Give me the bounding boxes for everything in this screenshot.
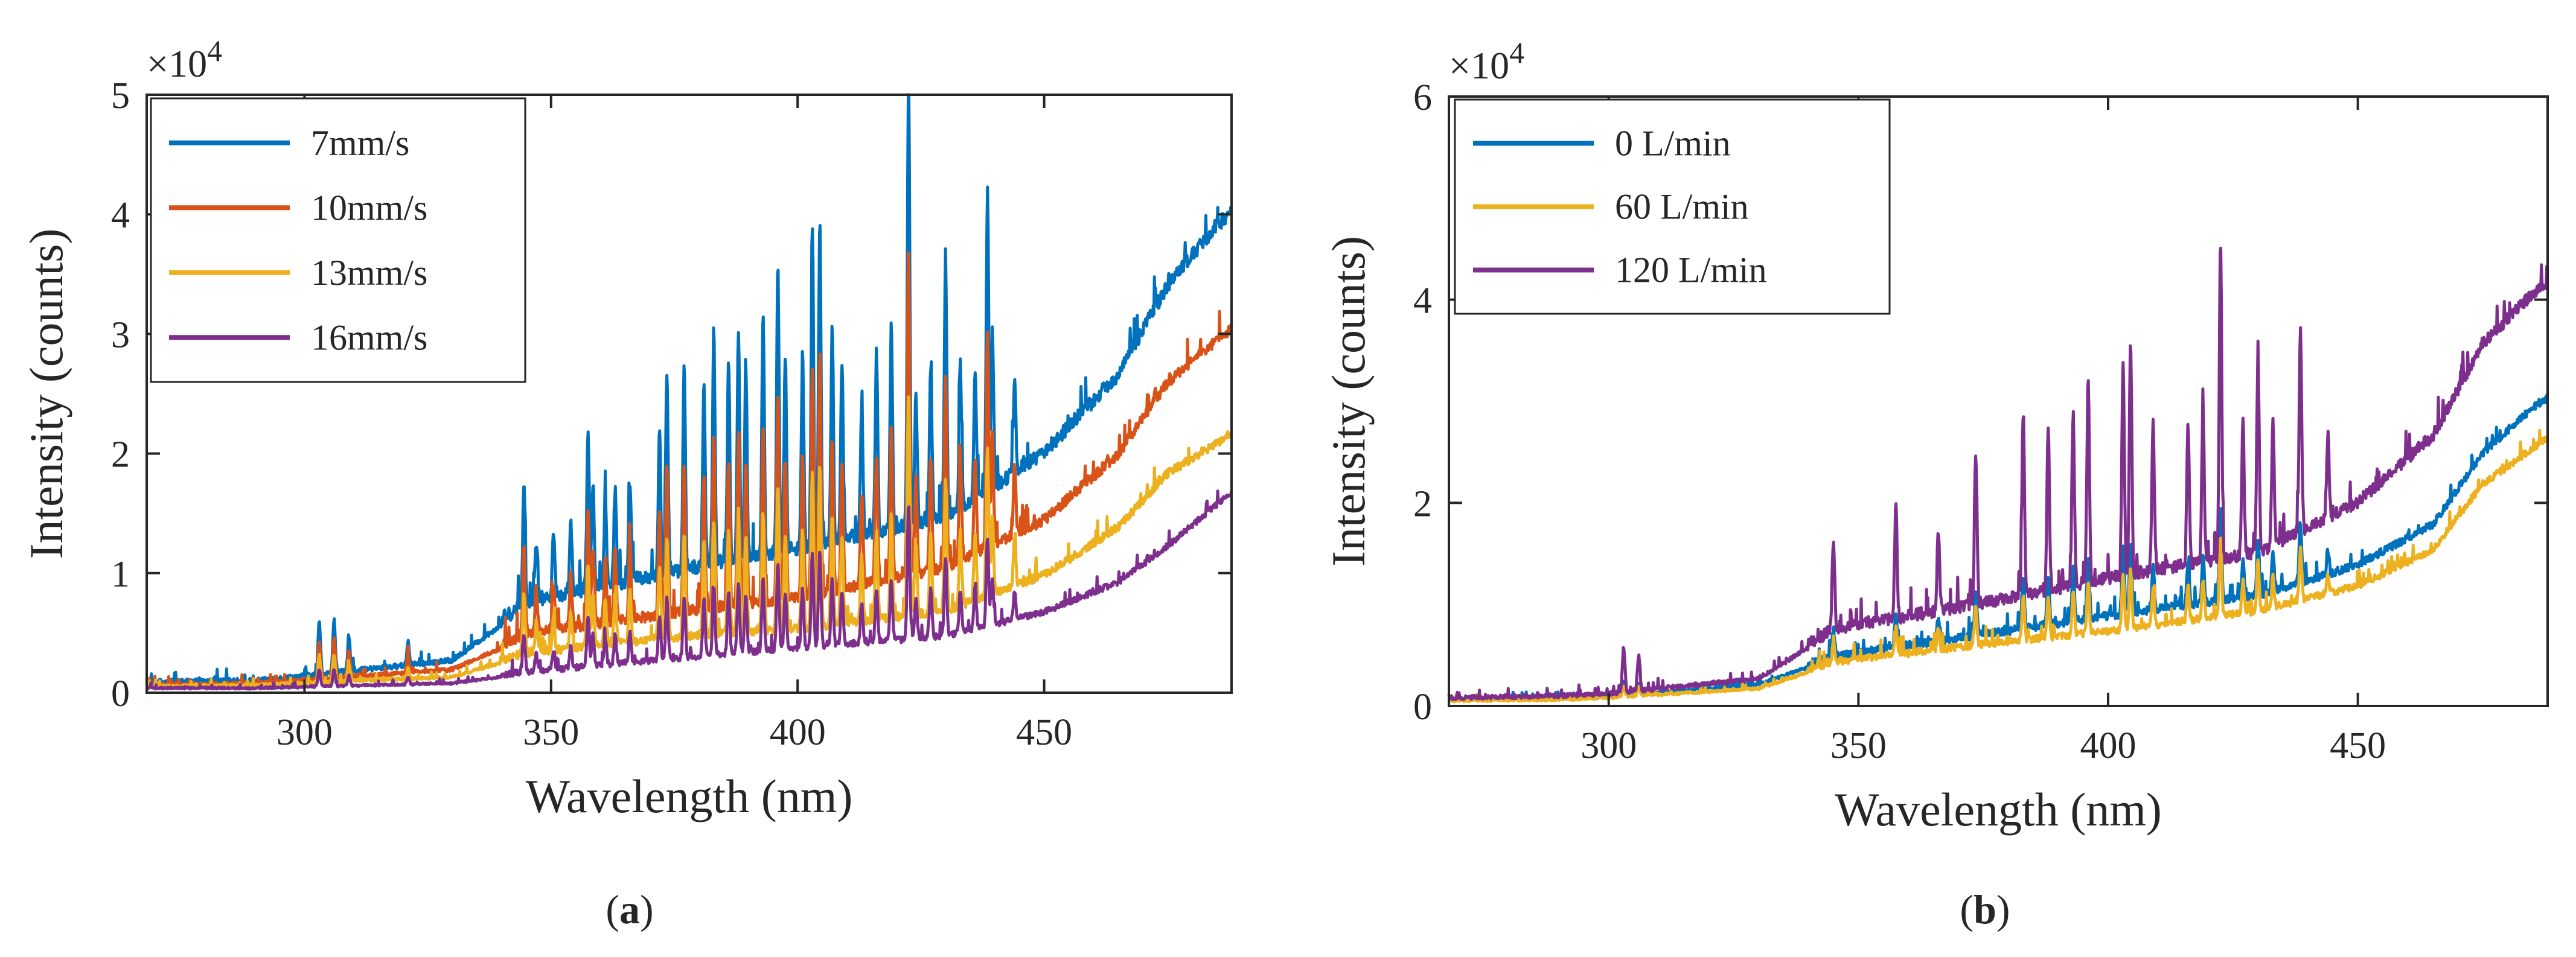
x-tick-label: 300 [1580,725,1637,766]
y-tick-label: 3 [111,314,130,355]
x-tick-label: 450 [1016,712,1072,753]
y-exponent-label: ×104 [147,34,222,85]
y-axis-label: Intensity (counts) [1322,236,1375,567]
panel-caption-letter: a [619,886,640,932]
legend: 0 L/min 60 L/min 120 L/min [1454,98,1891,315]
y-multiplier: ×10 [147,42,207,85]
y-tick-label: 0 [111,673,130,714]
legend-entry: 120 L/min [1615,250,1767,290]
legend: 7mm/s 10mm/s 13mm/s 16mm/s [150,97,526,383]
y-tick-label: 0 [1413,687,1432,728]
x-tick-label: 400 [2080,725,2137,766]
y-tick-label: 4 [1413,281,1432,322]
x-tick-label: 450 [2330,725,2386,766]
y-exponent: 4 [207,34,222,68]
y-tick-label: 2 [111,434,130,475]
x-tick-label: 350 [1830,725,1887,766]
x-tick-label: 350 [523,712,579,753]
series-line-3 [145,489,1233,691]
panel-caption-letter: b [1974,886,1996,932]
y-tick-label: 5 [111,75,130,116]
y-tick-label: 2 [1413,483,1432,524]
legend-entry: 16mm/s [311,317,427,357]
series-line-0 [145,93,1233,686]
series-line-1 [1447,428,2549,704]
y-tick-label: 6 [1413,77,1432,118]
y-tick-label: 1 [111,554,130,595]
series-line-2 [145,395,1233,690]
y-axis-label: Intensity (counts) [20,228,72,559]
x-axis-label: Wavelength (nm) [526,770,853,822]
legend-entry: 7mm/s [311,123,409,163]
x-tick-label: 300 [276,712,333,753]
panel-caption: (b) [1960,886,2010,932]
y-exponent: 4 [1509,36,1524,69]
y-exponent-label: ×104 [1449,36,1524,87]
legend-box [150,97,526,383]
series-line-1 [145,251,1233,688]
legend-entry: 0 L/min [1615,124,1731,164]
legend-entry: 13mm/s [311,253,427,293]
legend-entry: 60 L/min [1615,187,1749,227]
x-axis-label: Wavelength (nm) [1835,783,2162,836]
series-line-2 [1448,246,2549,701]
axes-frame [145,94,1233,694]
axes-frame [1448,95,2549,707]
x-tick-label: 400 [770,712,826,753]
panel-caption: (a) [606,886,653,932]
series-line-0 [1447,393,2549,702]
y-multiplier: ×10 [1449,44,1509,87]
legend-entry: 10mm/s [311,188,427,227]
y-tick-label: 4 [111,195,130,236]
